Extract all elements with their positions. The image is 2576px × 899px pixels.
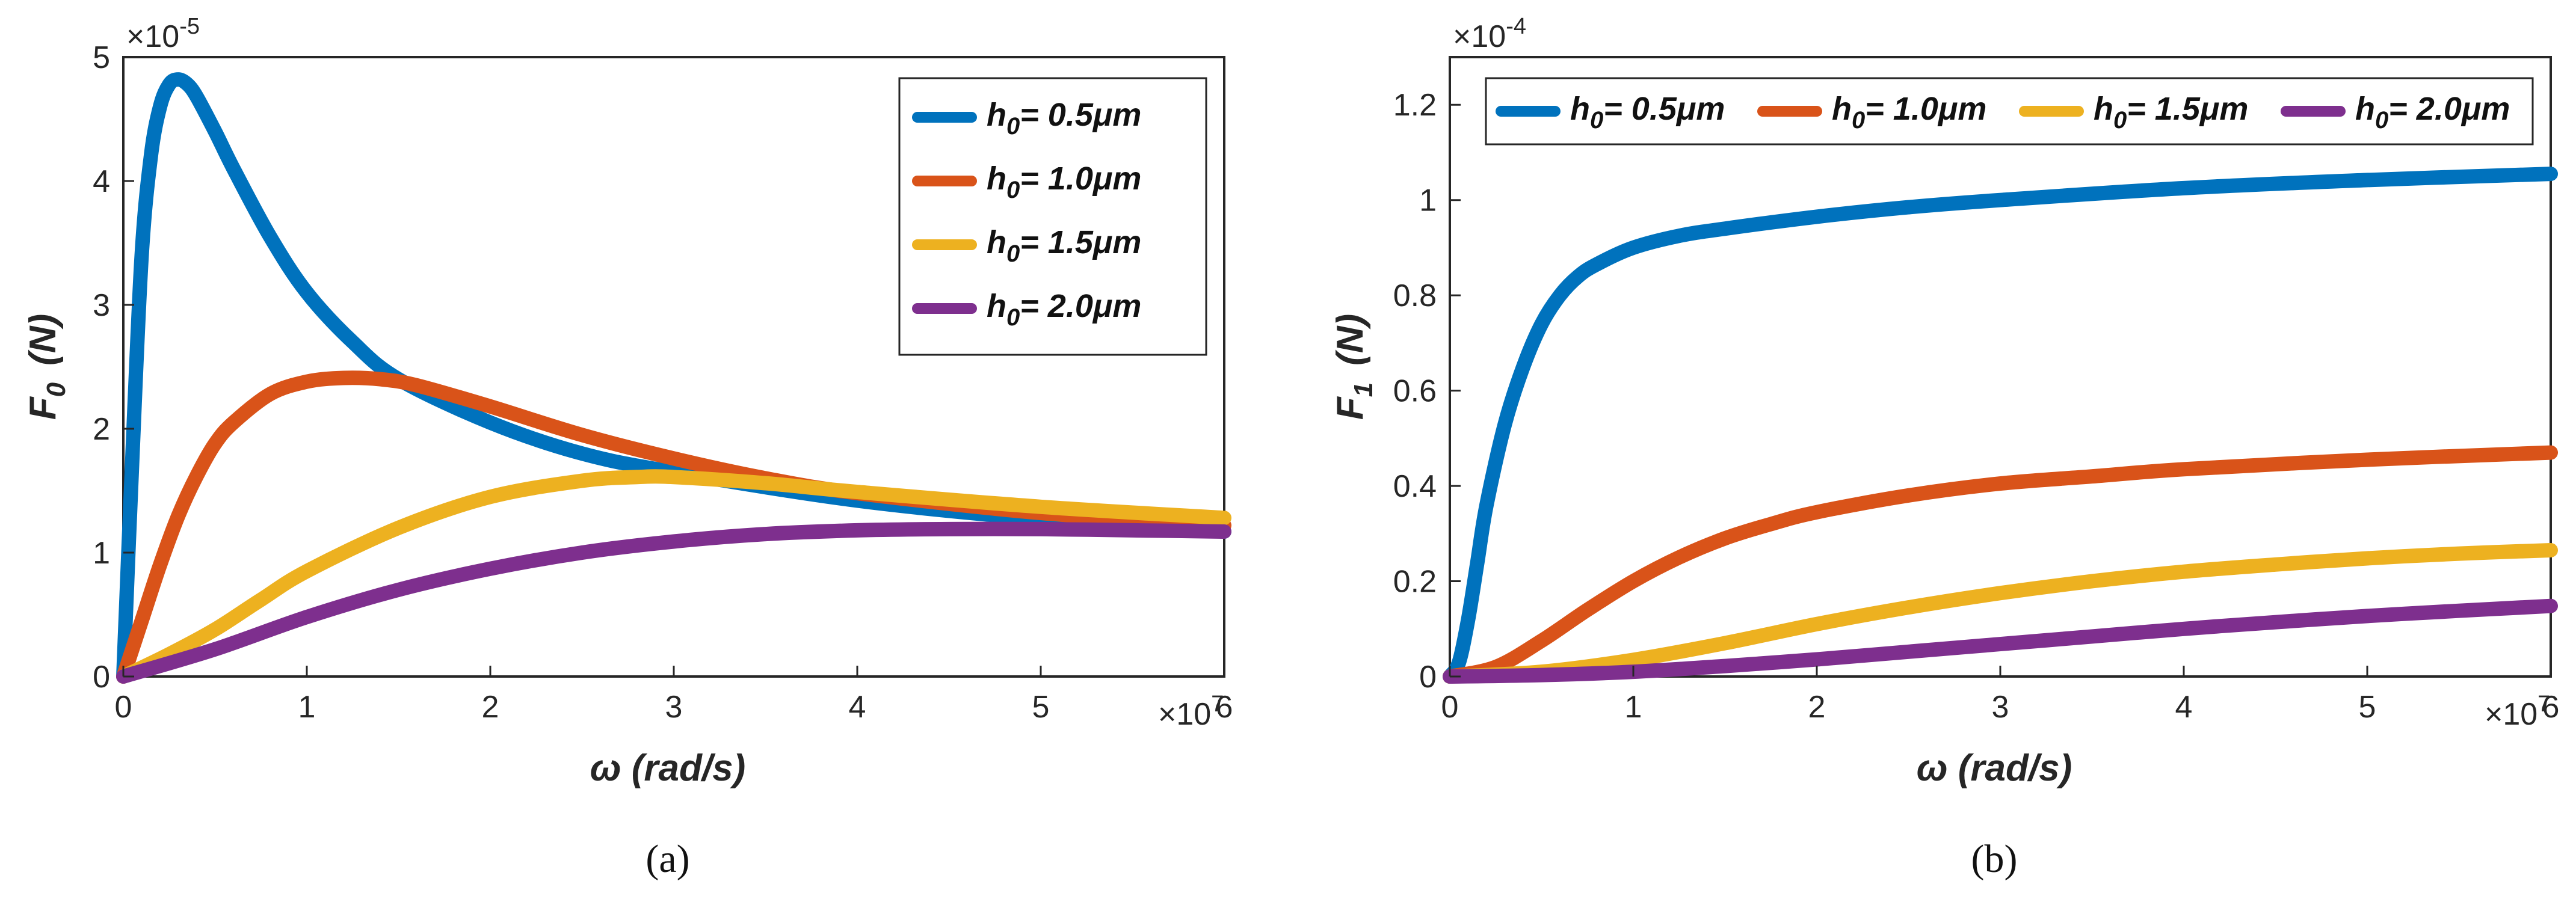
- x-tick-label: 6: [1216, 690, 1233, 725]
- x-tick-label: 5: [2359, 690, 2376, 725]
- x-tick-label: 2: [1808, 690, 1826, 725]
- y-tick-label: 2: [93, 412, 110, 447]
- legend-label: h0= 2.0μm: [987, 288, 1141, 331]
- series-lines-a: [116, 72, 1231, 684]
- y-tick-label: 1.2: [1393, 88, 1437, 123]
- x-tick-label: 0: [115, 690, 132, 725]
- x-axis-label-b: ω (rad/s): [1917, 747, 2072, 789]
- caption-a: (a): [646, 837, 689, 881]
- series-line-3: [116, 469, 1231, 684]
- x-ticks-a: 0 1 2 3 4 5 6: [115, 666, 1233, 725]
- x-tick-label: 0: [1441, 690, 1459, 725]
- legend-a: h0= 0.5μm h0= 1.0μm h0= 1.5μm h0= 2.0μm: [898, 77, 1207, 356]
- x-axis-label-a: ω (rad/s): [590, 747, 745, 789]
- y-tick-label: 0.6: [1393, 374, 1437, 409]
- y-multiplier-b: ×10-4: [1453, 14, 1526, 54]
- chart-panel-a: 0 1 2 3 4 5 6 0 1 2 3 4 5 ×10-5 ×107 ω (rad/s) F0(N…: [22, 14, 1233, 881]
- legend-label: h0= 1.0μm: [1832, 91, 1986, 133]
- x-tick-label: 6: [2542, 690, 2560, 725]
- y-ticks-a: 0 1 2 3 4 5: [93, 40, 134, 695]
- legend-label: h0= 0.5μm: [1570, 91, 1725, 133]
- x-tick-label: 4: [2175, 690, 2193, 725]
- legend-label: h0= 1.0μm: [987, 161, 1141, 203]
- series-line-4: [116, 521, 1231, 684]
- chart-panel-b: 0 1 2 3 4 5 6 0 0.2 0.4 0.6 0.8 1 1.2 ×10-4 ×107 ω (…: [1330, 14, 2559, 881]
- legend-label: h0= 1.5μm: [987, 224, 1141, 267]
- legend-b: h0= 0.5μm h0= 1.0μm h0= 1.5μm h0= 2.0μm: [1485, 77, 2534, 146]
- x-tick-label: 4: [849, 690, 866, 725]
- y-tick-label: 1: [1419, 183, 1437, 218]
- y-tick-label: 5: [93, 40, 110, 75]
- series-line-3: [1443, 543, 2558, 684]
- legend-item-2: h0= 1.0μm: [1757, 91, 1986, 133]
- y-tick-label: 1: [93, 536, 110, 571]
- plot-area-b: [1449, 56, 2552, 678]
- x-multiplier-a: ×107: [1158, 692, 1224, 732]
- y-tick-label: 0: [93, 660, 110, 695]
- legend-item-1: h0= 0.5μm: [1496, 91, 1725, 133]
- x-multiplier-b: ×107: [2485, 692, 2550, 732]
- legend-item-2: h0= 1.0μm: [912, 161, 1141, 203]
- y-tick-label: 0.8: [1393, 278, 1437, 313]
- x-tick-label: 5: [1032, 690, 1050, 725]
- legend-item-1: h0= 0.5μm: [912, 97, 1141, 140]
- x-tick-label: 1: [298, 690, 316, 725]
- legend-box-b: [1485, 77, 2534, 146]
- y-multiplier-a: ×10-5: [126, 14, 200, 54]
- y-axis-label-a: F0(N): [22, 314, 71, 420]
- legend-label: h0= 1.5μm: [2094, 91, 2248, 133]
- series-line-2: [1443, 445, 2558, 684]
- legend-item-3: h0= 1.5μm: [912, 224, 1141, 267]
- x-ticks-b: 0 1 2 3 4 5 6: [1441, 666, 2560, 725]
- legend-item-4: h0= 2.0μm: [2281, 91, 2510, 133]
- legend-label: h0= 0.5μm: [987, 97, 1141, 140]
- legend-item-3: h0= 1.5μm: [2019, 91, 2248, 133]
- legend-label: h0= 2.0μm: [2355, 91, 2510, 133]
- series-line-1: [1443, 167, 2558, 684]
- y-ticks-b: 0 0.2 0.4 0.6 0.8 1 1.2: [1393, 88, 1461, 695]
- legend-item-4: h0= 2.0μm: [912, 288, 1141, 331]
- x-tick-label: 3: [1992, 690, 2009, 725]
- y-axis-label-b: F1(N): [1330, 314, 1378, 420]
- x-tick-label: 1: [1625, 690, 1642, 725]
- y-tick-label: 4: [93, 164, 110, 199]
- caption-b: (b): [1971, 837, 2018, 881]
- y-tick-label: 3: [93, 288, 110, 323]
- y-tick-label: 0.2: [1393, 565, 1437, 600]
- x-tick-label: 3: [665, 690, 683, 725]
- x-tick-label: 2: [482, 690, 499, 725]
- y-tick-label: 0.4: [1393, 469, 1437, 504]
- y-tick-label: 0: [1419, 660, 1437, 695]
